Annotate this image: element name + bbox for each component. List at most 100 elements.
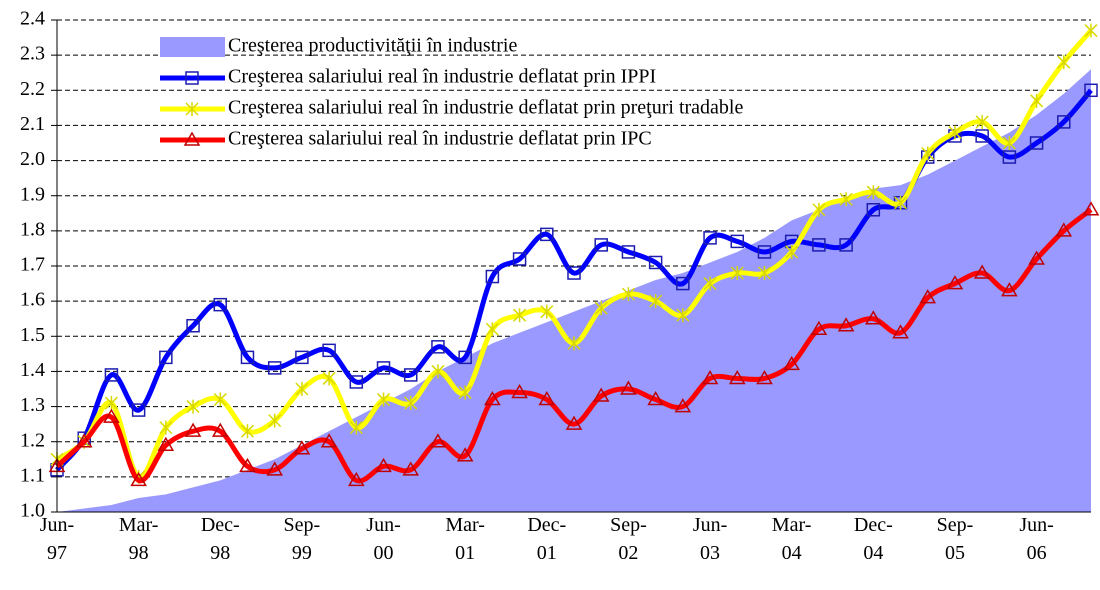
x-tick-label: Jun-00 [366, 514, 400, 564]
marker [1029, 136, 1044, 150]
marker [973, 264, 991, 279]
y-tick-label: 1.6 [20, 289, 45, 311]
x-tick-label: Mar-04 [772, 514, 812, 564]
marker [402, 461, 420, 476]
marker [375, 457, 392, 473]
marker [866, 203, 881, 217]
marker [1057, 115, 1071, 129]
marker [213, 297, 228, 312]
marker [1002, 136, 1016, 150]
marker [810, 320, 828, 336]
marker [1001, 282, 1018, 297]
marker [620, 380, 637, 395]
marker [538, 391, 556, 406]
marker [186, 318, 200, 333]
marker [703, 231, 717, 245]
x-tick-label: Dec-98 [201, 514, 240, 564]
x-tick-label: Dec-04 [854, 514, 893, 564]
y-tick-label: 1.3 [20, 394, 45, 416]
legend-label: Creşterea salariului real în industrie d… [228, 128, 652, 150]
legend-label: Creşterea salariului real în industrie d… [228, 66, 656, 88]
marker [540, 227, 554, 242]
marker [1030, 93, 1044, 108]
marker [812, 238, 826, 252]
marker [703, 276, 717, 291]
y-tick-label: 1.2 [20, 429, 45, 451]
marker [1055, 222, 1073, 237]
legend-label: Creşterea salariului real în industrie d… [228, 97, 743, 119]
y-tick-label: 1.9 [20, 183, 45, 205]
marker [295, 382, 309, 396]
y-tick-label: 1.0 [20, 500, 45, 522]
marker [266, 461, 283, 476]
legend-label: Creşterea productivităţii în industrie [228, 35, 517, 57]
marker [104, 368, 119, 382]
marker [621, 245, 636, 259]
y-tick-label: 1.1 [20, 464, 45, 486]
x-tick-label: Sep-02 [610, 514, 647, 564]
x-tick-label: Jun-03 [693, 514, 727, 564]
x-tick-label: Jun-06 [1019, 514, 1053, 564]
marker [676, 276, 690, 291]
marker [592, 387, 610, 402]
area [57, 69, 1091, 512]
marker [349, 420, 363, 435]
x-tick-label: Sep-99 [284, 514, 321, 564]
marker [728, 369, 746, 385]
marker [757, 266, 772, 281]
marker [404, 396, 418, 411]
marker [701, 369, 719, 385]
marker [649, 294, 663, 309]
y-tick-label: 2.2 [20, 78, 45, 100]
marker [320, 433, 338, 448]
marker [268, 413, 282, 428]
marker [1057, 55, 1071, 70]
marker [919, 289, 937, 304]
x-tick-label: Jun-97 [40, 514, 74, 564]
marker [485, 269, 500, 284]
marker [567, 266, 581, 280]
marker [103, 408, 120, 423]
marker [159, 350, 173, 365]
marker [839, 238, 853, 252]
marker [1084, 83, 1098, 98]
legend-marker [185, 102, 199, 116]
marker [839, 192, 853, 207]
marker [648, 255, 663, 270]
marker [948, 125, 962, 140]
marker [1082, 201, 1100, 216]
marker [431, 364, 445, 379]
marker [837, 317, 855, 332]
marker [921, 146, 935, 161]
marker [511, 384, 528, 399]
marker [75, 433, 93, 448]
marker [322, 343, 336, 358]
marker [594, 238, 608, 252]
marker [240, 350, 255, 365]
marker [458, 350, 472, 365]
marker [785, 244, 799, 259]
y-tick-label: 2.3 [20, 43, 45, 65]
x-tick-label: Mar-98 [119, 514, 159, 564]
marker [159, 420, 173, 435]
marker [293, 440, 311, 455]
y-tick-label: 2.0 [20, 148, 45, 170]
y-tick-label: 1.4 [20, 359, 45, 381]
marker [730, 234, 745, 249]
x-tick-label: Sep-05 [937, 514, 974, 564]
marker [567, 336, 581, 351]
legend-marker [183, 131, 201, 146]
marker [376, 392, 391, 407]
marker [513, 308, 527, 323]
marker [621, 287, 635, 302]
marker [458, 385, 472, 400]
marker [456, 447, 474, 462]
marker [893, 195, 908, 210]
marker [866, 185, 880, 200]
marker [812, 202, 826, 217]
marker [295, 350, 309, 365]
marker [512, 252, 527, 266]
marker [104, 396, 118, 411]
marker [865, 310, 882, 325]
marker [322, 371, 336, 386]
